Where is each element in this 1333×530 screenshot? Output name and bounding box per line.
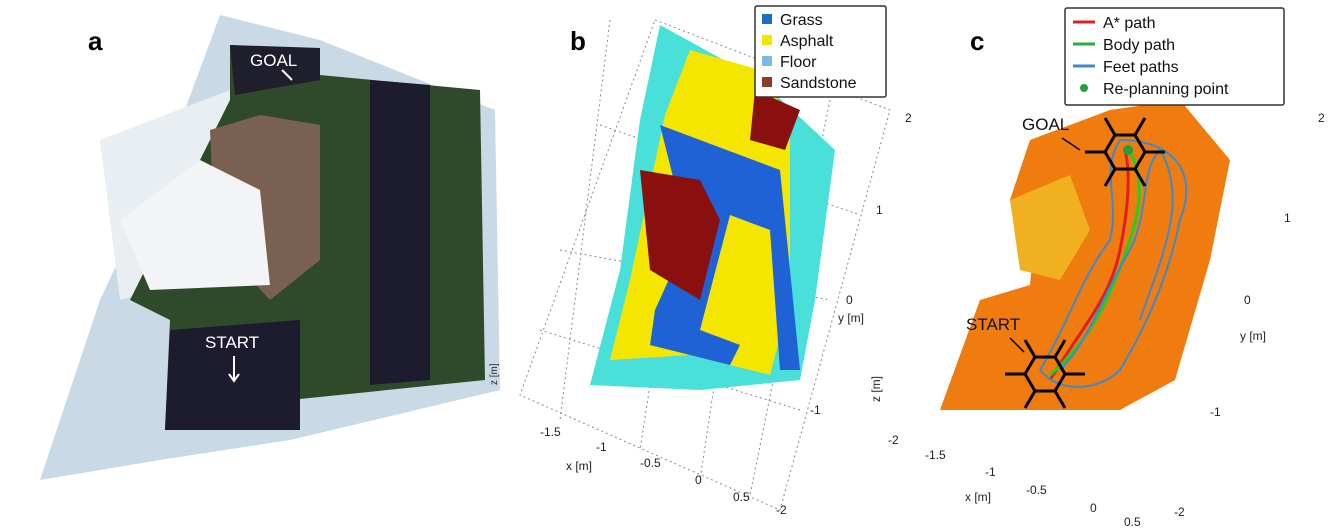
x-tick-label: -1.5 (925, 448, 946, 462)
legend-swatch (762, 14, 772, 24)
legend-label: Sandstone (780, 75, 857, 92)
y-tick-label: 2 (905, 111, 912, 125)
legend-swatch (1080, 84, 1088, 92)
x-axis-label: x [m] (566, 459, 592, 473)
y-tick-label: -2 (776, 503, 787, 517)
x-tick-label: -1 (596, 440, 607, 454)
panel-b: b Grass Asphalt Floor Sandstone 2 1 0 -1… (520, 6, 912, 517)
y-tick-label: 0 (1244, 293, 1251, 307)
x-tick-label: -0.5 (1026, 483, 1047, 497)
legend-swatch (762, 77, 772, 87)
panel-label: a (88, 26, 103, 56)
panel-a: a GOAL START z [m] (40, 15, 500, 480)
x-tick-label: -1.5 (540, 425, 561, 439)
terrain (940, 100, 1230, 410)
x-axis-label: x [m] (965, 490, 991, 504)
figure: a GOAL START z [m] b Grass Asphalt Floor… (0, 0, 1333, 530)
x-tick-label: 0 (1090, 501, 1097, 515)
legend-label: Re-planning point (1103, 81, 1229, 98)
start-label: START (205, 333, 259, 352)
replanning-point (1123, 145, 1133, 155)
panel-label: b (570, 26, 586, 56)
legend-label: Feet paths (1103, 59, 1179, 76)
x-tick-label: 0.5 (1124, 515, 1141, 529)
legend-label: Grass (780, 12, 823, 29)
legend-label: A* path (1103, 15, 1155, 32)
panel-label: c (970, 26, 984, 56)
x-tick-label: -2 (888, 433, 899, 447)
goal-label: GOAL (250, 51, 297, 70)
legend-label: Asphalt (780, 33, 834, 50)
legend-label: Floor (780, 54, 817, 71)
legend-label: Body path (1103, 37, 1175, 54)
x-tick-label: 0.5 (733, 490, 750, 504)
y-axis-label: y [m] (838, 311, 864, 325)
panel-c: c GOAL START A* path Body path Feet path… (869, 8, 1325, 529)
legend-swatch (762, 35, 772, 45)
z-axis-label: z [m] (869, 376, 883, 402)
y-axis-label: y [m] (1240, 329, 1266, 343)
x-tick-label: 0 (695, 473, 702, 487)
y-tick-label: 0 (846, 293, 853, 307)
y-tick-label: 1 (1284, 211, 1291, 225)
x-tick-label: -0.5 (640, 456, 661, 470)
start-label: START (966, 315, 1020, 334)
goal-label: GOAL (1022, 115, 1069, 134)
dark-strip (370, 80, 430, 385)
y-tick-label: -1 (810, 403, 821, 417)
axis-label: z [m] (489, 363, 500, 385)
y-tick-label: 2 (1318, 111, 1325, 125)
y-tick-label: -2 (1174, 505, 1185, 519)
x-tick-label: -1 (985, 465, 996, 479)
y-tick-label: 1 (876, 203, 883, 217)
legend-swatch (762, 56, 772, 66)
y-tick-label: -1 (1210, 405, 1221, 419)
